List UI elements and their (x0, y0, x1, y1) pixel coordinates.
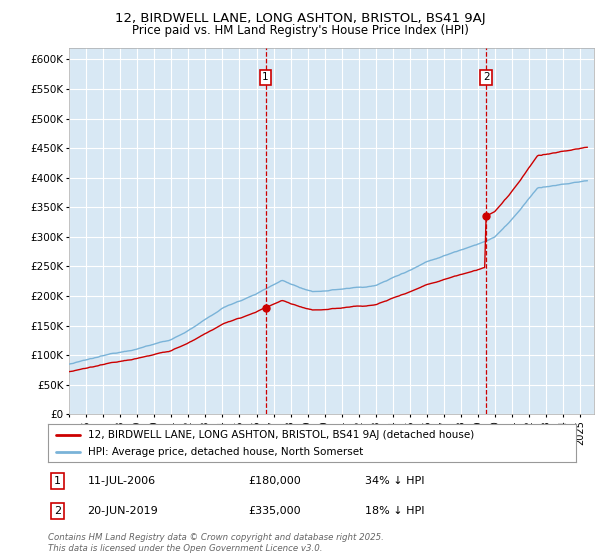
Text: 18% ↓ HPI: 18% ↓ HPI (365, 506, 424, 516)
Text: 2: 2 (483, 72, 490, 82)
Text: 11-JUL-2006: 11-JUL-2006 (88, 476, 156, 486)
Text: 2: 2 (54, 506, 61, 516)
Text: Contains HM Land Registry data © Crown copyright and database right 2025.
This d: Contains HM Land Registry data © Crown c… (48, 533, 384, 553)
Text: 34% ↓ HPI: 34% ↓ HPI (365, 476, 424, 486)
Text: 12, BIRDWELL LANE, LONG ASHTON, BRISTOL, BS41 9AJ: 12, BIRDWELL LANE, LONG ASHTON, BRISTOL,… (115, 12, 485, 25)
Text: HPI: Average price, detached house, North Somerset: HPI: Average price, detached house, Nort… (88, 447, 363, 458)
Text: Price paid vs. HM Land Registry's House Price Index (HPI): Price paid vs. HM Land Registry's House … (131, 24, 469, 37)
Text: 20-JUN-2019: 20-JUN-2019 (88, 506, 158, 516)
Text: 1: 1 (54, 476, 61, 486)
Text: £335,000: £335,000 (248, 506, 301, 516)
Text: 1: 1 (262, 72, 269, 82)
Text: 12, BIRDWELL LANE, LONG ASHTON, BRISTOL, BS41 9AJ (detached house): 12, BIRDWELL LANE, LONG ASHTON, BRISTOL,… (88, 430, 474, 440)
Text: £180,000: £180,000 (248, 476, 301, 486)
